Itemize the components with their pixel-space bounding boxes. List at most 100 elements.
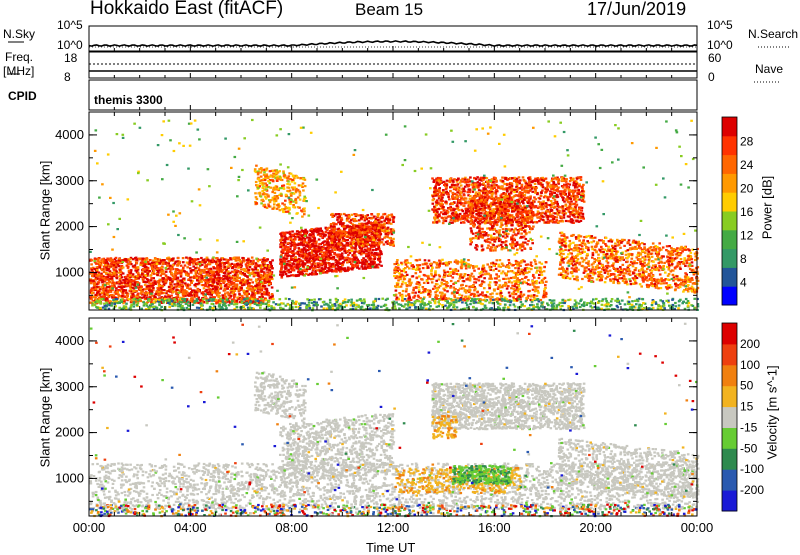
echo-cell	[279, 263, 282, 265]
echo-cell	[288, 175, 291, 177]
echo-cell	[130, 300, 133, 302]
echo-cell	[441, 259, 444, 261]
echo-cell	[289, 203, 292, 205]
echo-cell	[508, 281, 511, 283]
echo-cell	[203, 287, 206, 289]
echo-cell	[224, 273, 227, 275]
echo-cell	[252, 260, 255, 262]
echo-cell	[387, 221, 390, 223]
echo-cell	[376, 224, 379, 226]
echo-cell	[301, 235, 304, 237]
echo-cell	[365, 250, 368, 252]
echo-cell	[442, 263, 445, 265]
echo-cell	[384, 213, 387, 215]
echo-cell	[291, 186, 294, 188]
echo-cell	[500, 296, 503, 298]
echo-cell	[251, 294, 254, 296]
echo-cell	[126, 280, 129, 282]
echo-cell	[372, 263, 375, 265]
echo-cell	[262, 259, 265, 261]
echo-cell	[532, 282, 535, 284]
echo-cell	[280, 265, 283, 267]
echo-cell	[108, 281, 111, 283]
echo-cell	[357, 264, 360, 266]
echo-cell	[295, 213, 298, 215]
echo-cell	[216, 283, 219, 285]
echo-cell	[227, 259, 230, 261]
echo-cell	[286, 190, 289, 192]
echo-cell	[240, 287, 243, 289]
echo-cell	[219, 268, 222, 270]
echo-cell	[231, 283, 234, 285]
echo-cell	[457, 280, 460, 282]
echo-cell	[280, 271, 283, 273]
echo-cell	[291, 179, 294, 181]
echo-cell	[200, 281, 203, 283]
echo-cell	[303, 262, 306, 264]
echo-cell	[403, 278, 406, 280]
echo-cell	[325, 256, 328, 258]
echo-cell	[444, 289, 447, 291]
echo-cell	[142, 269, 145, 271]
echo-cell	[110, 258, 113, 260]
echo-cell	[260, 176, 263, 178]
echo-cell	[176, 277, 179, 279]
echo-cell	[142, 258, 145, 260]
echo-cell	[499, 259, 502, 261]
echo-cell	[257, 272, 260, 274]
echo-cell	[195, 270, 198, 272]
echo-cell	[381, 238, 384, 240]
echo-cell	[520, 293, 523, 295]
echo-cell	[347, 268, 350, 270]
echo-cell	[111, 280, 114, 282]
echo-cell	[127, 263, 130, 265]
echo-cell	[117, 261, 120, 263]
echo-cell	[267, 195, 270, 197]
echo-cell	[246, 280, 249, 282]
echo-cell	[389, 237, 392, 239]
echo-cell	[203, 269, 206, 271]
echo-cell	[227, 293, 230, 295]
echo-cell	[277, 171, 280, 173]
echo-cell	[241, 295, 244, 297]
echo-cell	[304, 239, 307, 241]
echo-cell	[263, 293, 266, 295]
echo-cell	[353, 259, 356, 261]
echo-cell	[156, 274, 159, 276]
echo-cell	[402, 290, 405, 292]
echo-cell	[295, 190, 298, 192]
echo-cell	[446, 290, 449, 292]
echo-cell	[261, 169, 264, 171]
echo-cell	[343, 250, 346, 252]
echo-cell	[405, 288, 408, 290]
echo-cell	[113, 264, 116, 266]
echo-cell	[333, 241, 336, 243]
echo-cell	[535, 282, 538, 284]
echo-cell	[170, 268, 173, 270]
echo-cell	[281, 208, 284, 210]
echo-cell	[473, 270, 476, 272]
echo-cell	[365, 223, 368, 225]
echo-cell	[360, 217, 363, 219]
echo-cell	[512, 264, 515, 266]
echo-cell	[260, 202, 263, 204]
echo-cell	[412, 268, 415, 270]
echo-cell	[470, 294, 473, 296]
echo-cell	[160, 259, 163, 261]
echo-cell	[284, 248, 287, 250]
echo-cell	[351, 268, 354, 270]
echo-cell	[223, 258, 226, 260]
echo-cell	[135, 259, 138, 261]
echo-cell	[199, 272, 202, 274]
echo-cell	[291, 234, 294, 236]
echo-cell	[346, 242, 349, 244]
echo-cell	[230, 295, 233, 297]
echo-cell	[94, 297, 97, 299]
echo-cell	[163, 259, 166, 261]
echo-cell	[472, 265, 475, 267]
echo-cell	[432, 288, 435, 290]
echo-cell	[488, 287, 491, 289]
echo-cell	[187, 294, 190, 296]
echo-cell	[424, 259, 427, 261]
echo-cell	[472, 285, 475, 287]
